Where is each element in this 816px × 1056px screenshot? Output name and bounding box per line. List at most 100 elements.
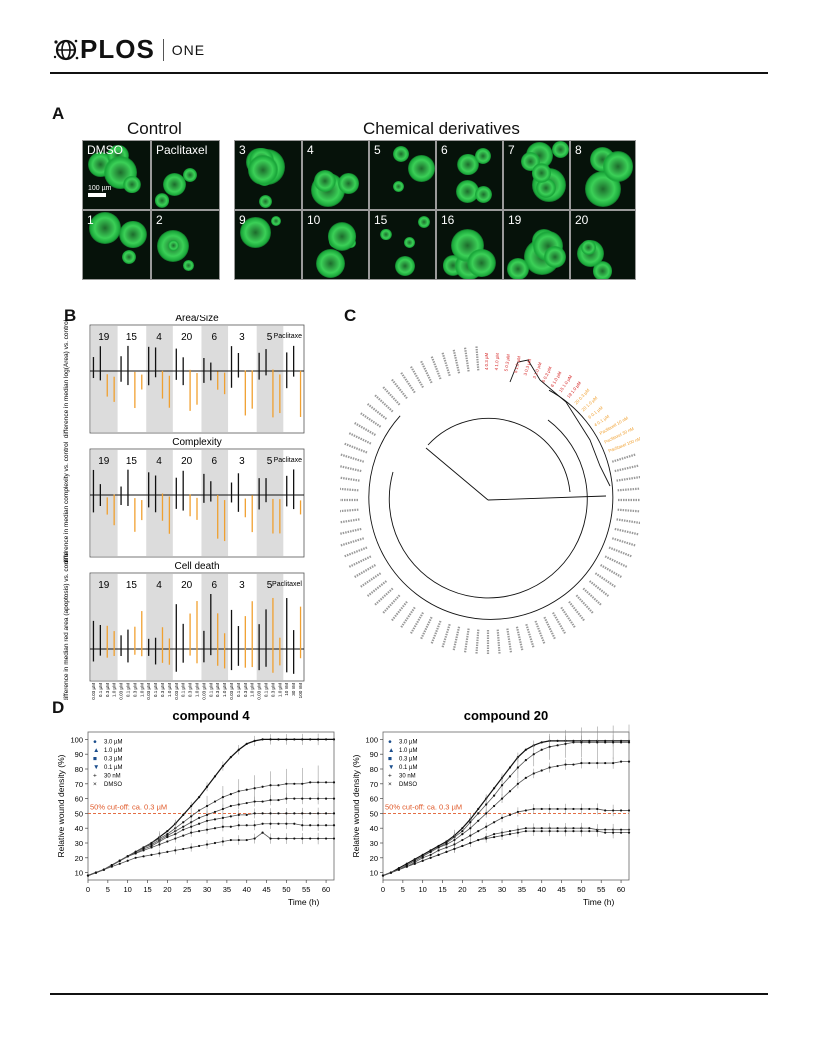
data-point — [237, 813, 240, 816]
y-tick-label: 70 — [370, 780, 378, 789]
leaf-label-gray — [611, 537, 636, 547]
data-point — [445, 843, 448, 846]
data-point — [492, 804, 496, 808]
leaf-label-gray — [463, 347, 470, 372]
panel-d-letter: D — [52, 698, 65, 717]
data-point — [197, 816, 201, 819]
data-point — [118, 859, 121, 862]
data-point — [293, 738, 296, 741]
data-point — [461, 844, 464, 848]
data-point — [580, 830, 583, 833]
leaf-label-gray — [410, 612, 424, 634]
legend-marker: + — [93, 773, 97, 780]
data-point — [548, 745, 551, 748]
data-point — [134, 856, 137, 859]
data-point — [413, 862, 416, 865]
legend-label: 0.1 µM — [399, 765, 417, 771]
data-point — [309, 797, 312, 800]
data-point — [508, 833, 512, 836]
group-label: 19 — [98, 580, 110, 591]
group-label: 5 — [267, 456, 273, 467]
y-tick-label: 20 — [75, 854, 83, 863]
data-point — [324, 781, 328, 784]
data-point — [389, 871, 393, 874]
data-point — [627, 760, 631, 763]
leaf-label-gray — [604, 555, 628, 568]
data-point — [627, 831, 631, 834]
data-point — [612, 761, 615, 765]
data-point — [580, 807, 583, 811]
data-point — [532, 753, 535, 756]
group-shade — [146, 326, 173, 432]
x-tick-label: 1.0 µM — [250, 683, 255, 697]
row-title: Area/Size — [175, 315, 219, 324]
group-label: 4 — [156, 580, 162, 591]
x-tick-label: 20 — [458, 885, 466, 894]
leaf-label-gray — [441, 352, 451, 377]
spheroid-blob — [315, 248, 345, 279]
spheroid-blob — [456, 180, 480, 204]
micrograph-tile: 19 — [503, 210, 570, 280]
x-tick-label: 1.0 µM — [195, 683, 200, 697]
micrograph-tile: 20 — [570, 210, 636, 280]
data-point — [102, 868, 105, 871]
group-label: 15 — [126, 580, 138, 591]
leaf-label-gray — [340, 527, 362, 535]
data-point — [309, 738, 312, 741]
leaf-label-gray — [348, 432, 372, 445]
data-point — [317, 781, 320, 784]
x-tick-label: 30 — [498, 885, 506, 894]
legend-label: 30 nM — [399, 774, 416, 780]
data-point — [500, 834, 504, 837]
tile-label: Paclitaxel — [156, 143, 208, 157]
tile-label: 15 — [374, 213, 388, 227]
data-point — [197, 809, 201, 812]
data-point — [261, 831, 264, 834]
x-tick-label: 1.0 µM — [139, 683, 144, 697]
leaf-label-gray — [616, 475, 640, 482]
data-point — [158, 843, 161, 846]
spheroid-blob — [403, 237, 415, 248]
tile-label: 3 — [239, 143, 246, 157]
legend-label: DMSO — [399, 782, 417, 788]
journal-logo: PLOS ONE — [52, 34, 205, 65]
data-point — [477, 838, 480, 842]
data-point — [229, 756, 232, 759]
leaf-label-gray — [588, 580, 610, 597]
series-line — [87, 832, 334, 876]
x-tick-label: 15 — [438, 885, 446, 894]
leaf-label-gray — [575, 594, 594, 614]
data-point — [293, 822, 296, 825]
spheroid-blob — [313, 169, 336, 193]
leaf-label-gray — [354, 422, 376, 436]
leaf-label-gray — [452, 626, 461, 651]
x-tick-label: 1.0 µM — [167, 683, 172, 697]
leaf-label-gray — [463, 628, 470, 653]
data-point — [253, 739, 256, 742]
data-point — [437, 846, 440, 849]
micrograph-tile: 10 — [302, 210, 369, 280]
data-point — [540, 741, 543, 744]
data-point — [213, 800, 217, 803]
panel-c-dendrogram: 4 0.3 µM 4 1.0 µM 5 0.3 µM 5 1.0 µM 3 0.3 µM… — [340, 346, 640, 654]
y-tick-label: 10 — [370, 869, 378, 878]
x-axis-label: Time (h) — [583, 897, 614, 907]
leaf-label-gray — [340, 508, 359, 513]
group-shade — [256, 574, 284, 680]
leaf-label-gray — [354, 564, 376, 578]
data-point — [461, 830, 464, 833]
leaf-label-gray — [410, 366, 424, 388]
data-point — [293, 837, 296, 840]
wound-chart-compound-4: compound 4 10 20 30 40 50 60 70 80 90 100 0 5 10 15 20 2… — [56, 708, 336, 907]
data-point — [588, 761, 591, 765]
data-point — [205, 804, 209, 808]
x-tick-label: 50 — [577, 885, 585, 894]
data-point — [142, 849, 145, 852]
group-label: 19 — [98, 456, 110, 467]
data-point — [469, 841, 472, 845]
x-tick-label: 0.3 µM — [188, 683, 193, 697]
x-tick-label: 5 — [401, 885, 405, 894]
data-point — [500, 784, 504, 787]
data-point — [381, 874, 385, 877]
data-point — [332, 824, 336, 827]
